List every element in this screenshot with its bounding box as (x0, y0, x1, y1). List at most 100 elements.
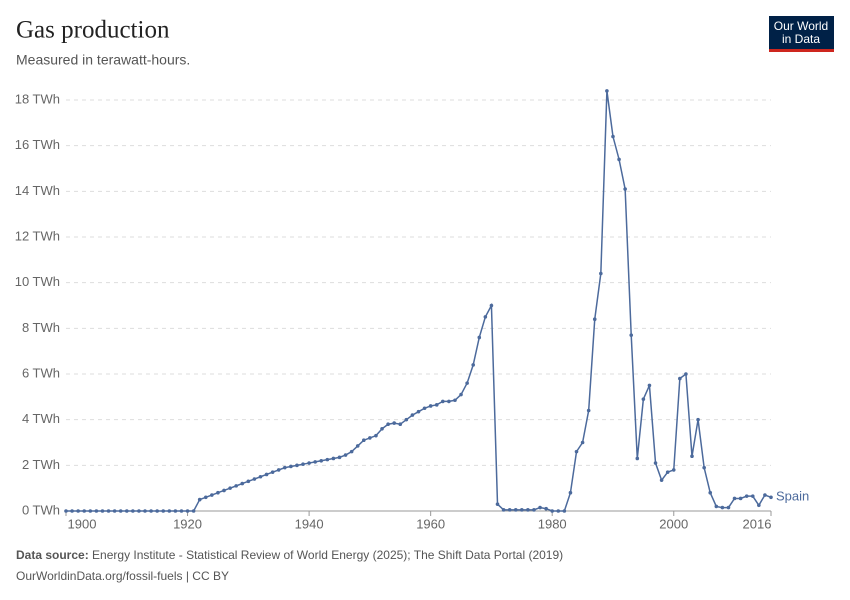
data-point (258, 474, 263, 479)
data-point (428, 404, 433, 408)
data-point (313, 460, 317, 464)
data-point (331, 456, 336, 461)
x-tick-label: 2000 (659, 516, 688, 531)
data-point (131, 509, 135, 513)
data-point (580, 440, 585, 445)
data-point (386, 422, 390, 427)
data-point (173, 509, 178, 513)
source: Data source: Energy Institute - Statisti… (16, 548, 563, 562)
data-point (167, 509, 172, 513)
data-point (368, 436, 372, 440)
data-point (191, 509, 196, 513)
data-point (483, 315, 488, 319)
x-tick-label: 1940 (295, 516, 324, 531)
data-point (64, 509, 68, 513)
logo-text: Our World (774, 19, 828, 33)
data-point (270, 470, 275, 474)
data-point (197, 497, 202, 502)
data-point (556, 509, 561, 513)
data-point (337, 455, 342, 460)
data-point (289, 464, 293, 469)
data-point (149, 509, 153, 513)
data-point (70, 509, 74, 513)
series-line (66, 90, 772, 512)
data-point (416, 409, 421, 414)
data-point (738, 496, 743, 501)
data-point (228, 486, 232, 490)
data-point (769, 495, 773, 500)
data-point (611, 134, 615, 139)
logo-box[interactable] (769, 16, 834, 52)
data-point (532, 508, 536, 512)
data-point (702, 465, 706, 470)
data-point (447, 399, 451, 404)
source-label: Data source: (16, 548, 89, 562)
series-label: Spain (776, 489, 809, 504)
y-tick-label: 10 TWh (15, 274, 60, 289)
data-point (641, 397, 646, 401)
x-tick-label: 1980 (538, 516, 567, 531)
data-point (744, 494, 749, 498)
source-text: Energy Institute - Statistical Review of… (92, 548, 563, 562)
x-tick-label: 1920 (173, 516, 202, 531)
data-point (216, 490, 220, 495)
data-point (617, 157, 621, 162)
data-point (623, 187, 627, 191)
footer[interactable]: OurWorldinData.org/fossil-fuels | CC BY (16, 569, 229, 583)
data-point (544, 506, 548, 511)
x-tick-label: 1960 (416, 516, 445, 531)
data-point (264, 472, 269, 477)
data-point (586, 408, 591, 413)
y-tick-label: 2 TWh (22, 457, 60, 472)
data-point (696, 417, 700, 422)
data-point (374, 433, 378, 438)
data-point (343, 453, 348, 457)
y-tick-label: 8 TWh (22, 320, 60, 335)
data-point (88, 509, 93, 513)
y-tick-label: 0 TWh (22, 502, 60, 517)
data-point (325, 457, 330, 462)
data-point (477, 335, 482, 340)
data-point (441, 399, 445, 404)
data-point (526, 508, 530, 512)
data-point (301, 462, 305, 466)
data-point (295, 463, 299, 468)
data-point (507, 508, 512, 512)
data-point (635, 456, 640, 461)
data-point (750, 494, 755, 498)
data-point (410, 413, 415, 417)
data-point (355, 444, 360, 448)
data-point (112, 509, 117, 513)
data-point (732, 496, 737, 501)
data-point (453, 398, 457, 403)
data-point (489, 303, 494, 308)
data-point (690, 454, 694, 459)
data-point (404, 417, 409, 422)
data-point (118, 509, 123, 513)
data-point (653, 461, 658, 465)
y-tick-label: 4 TWh (22, 411, 60, 426)
data-point (76, 509, 80, 513)
y-tick-label: 18 TWh (15, 91, 60, 106)
data-point (222, 488, 226, 493)
data-point (246, 479, 251, 484)
data-point (513, 508, 518, 512)
y-tick-label: 12 TWh (15, 228, 60, 243)
data-point (550, 509, 555, 513)
data-point (124, 509, 129, 513)
data-point (82, 509, 87, 513)
data-point (434, 403, 439, 407)
data-point (276, 468, 281, 472)
data-point (501, 508, 506, 512)
data-point (392, 421, 396, 425)
data-point (684, 372, 688, 376)
data-point (155, 509, 159, 513)
data-point (568, 490, 573, 495)
data-point (720, 505, 725, 510)
data-point (647, 383, 652, 388)
data-point (629, 333, 634, 337)
data-point (538, 505, 542, 510)
logo-stripe (769, 49, 834, 52)
data-point (94, 509, 99, 513)
